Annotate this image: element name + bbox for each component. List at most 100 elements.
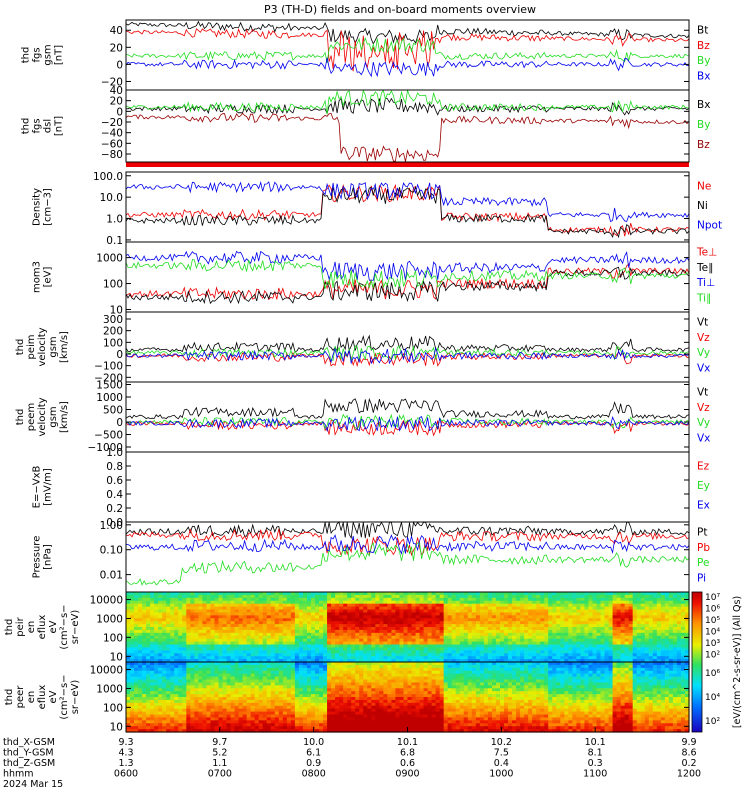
spectrogram-cell bbox=[391, 644, 397, 649]
spectrogram-cell bbox=[596, 641, 602, 646]
spectrogram-cell bbox=[258, 682, 264, 686]
spectrogram-cell bbox=[459, 615, 465, 619]
spectrogram-cell bbox=[142, 644, 147, 649]
spectrogram-cell bbox=[572, 653, 577, 657]
spectrogram-cell bbox=[226, 647, 232, 651]
spectrogram-cell bbox=[218, 603, 224, 608]
spectrogram-cell bbox=[335, 627, 340, 631]
spectrogram-cell bbox=[290, 594, 296, 599]
spectrogram-cell bbox=[138, 603, 143, 608]
spectrogram-cell bbox=[584, 597, 590, 602]
spectrogram-cell bbox=[339, 627, 344, 631]
spectrogram-cell bbox=[286, 685, 292, 689]
spectrogram-cell bbox=[138, 714, 143, 719]
spectrogram-cell bbox=[218, 597, 224, 602]
spectrogram-cell bbox=[568, 653, 573, 657]
spectrogram-cell bbox=[331, 694, 336, 698]
spectrogram-cell bbox=[664, 656, 670, 660]
y-tick-label: 1000 bbox=[96, 613, 123, 625]
spectrogram-cell bbox=[126, 615, 131, 619]
spectrogram-cell bbox=[170, 720, 175, 724]
spectrogram-cell bbox=[254, 711, 260, 716]
panel-frame bbox=[125, 381, 690, 453]
spectrogram-cell bbox=[126, 726, 131, 730]
spectrogram-cell bbox=[684, 638, 690, 643]
spectrogram-cell bbox=[664, 659, 670, 663]
spectrogram-cell bbox=[327, 612, 332, 616]
spectrogram-cell bbox=[556, 644, 561, 649]
spectrogram-cell bbox=[620, 594, 626, 599]
spectrogram-cell bbox=[664, 597, 670, 602]
spectrogram-cell bbox=[620, 603, 626, 608]
spectrogram-cell bbox=[568, 600, 573, 605]
spectrogram-cell bbox=[278, 653, 284, 657]
spectrogram-cell bbox=[174, 592, 179, 596]
spectrogram-cell bbox=[274, 650, 280, 654]
spectrogram-cell bbox=[130, 705, 135, 710]
spectrogram-cell bbox=[524, 659, 529, 663]
spectrogram-cell bbox=[616, 600, 622, 605]
y-axis-label: [km/s] bbox=[59, 401, 70, 433]
spectrogram-cell bbox=[491, 603, 497, 608]
spectrogram-cell bbox=[479, 653, 485, 657]
spectrogram-cell bbox=[351, 638, 356, 643]
spectrogram-cell bbox=[560, 647, 565, 651]
spectrogram-cell bbox=[278, 711, 284, 716]
spectrogram-cell bbox=[600, 624, 606, 628]
spectrogram-cell bbox=[242, 691, 248, 695]
spectrogram-cell bbox=[158, 694, 163, 698]
spectrogram-cell bbox=[684, 592, 690, 596]
spectrogram-cell bbox=[254, 720, 260, 724]
spectrogram-cell bbox=[516, 650, 521, 654]
spectrogram-cell bbox=[126, 603, 131, 608]
spectrogram-cell bbox=[648, 656, 654, 660]
spectrogram-cell bbox=[544, 653, 549, 657]
spectrogram-cell bbox=[668, 632, 674, 637]
spectrogram-cell bbox=[439, 629, 445, 634]
spectrogram-cell bbox=[146, 714, 151, 719]
spectrogram-cell bbox=[479, 615, 485, 619]
spectrogram-cell bbox=[262, 694, 268, 698]
spectrogram-cell bbox=[230, 673, 236, 678]
spectrogram-cell bbox=[146, 682, 151, 686]
spectrogram-cell bbox=[186, 592, 191, 596]
spectrogram-cell bbox=[162, 615, 167, 619]
spectrogram-cell bbox=[186, 679, 191, 684]
spectrogram-cell bbox=[327, 600, 332, 605]
spectrogram-cell bbox=[335, 644, 340, 649]
spectrogram-cell bbox=[238, 667, 244, 672]
spectrogram-cell bbox=[170, 635, 175, 640]
spectrogram-cell bbox=[134, 629, 139, 634]
spectrogram-cell bbox=[206, 624, 212, 628]
spectrogram-cell bbox=[652, 594, 658, 599]
spectrogram-cell bbox=[162, 647, 167, 651]
spectrogram-cell bbox=[126, 653, 131, 657]
spectrogram-cell bbox=[306, 653, 312, 657]
spectrogram-cell bbox=[628, 635, 634, 640]
spectrogram-cell bbox=[560, 653, 565, 657]
spectrogram-cell bbox=[656, 597, 662, 602]
spectrogram-cell bbox=[258, 592, 264, 596]
spectrogram-cell bbox=[668, 592, 674, 596]
spectrogram-cell bbox=[218, 647, 224, 651]
spectrogram-cell bbox=[198, 638, 204, 643]
spectrogram-cell bbox=[282, 691, 288, 695]
spectrogram-cell bbox=[146, 694, 151, 698]
spectrogram-cell bbox=[624, 627, 630, 631]
spectrogram-cell bbox=[186, 708, 191, 713]
spectrogram-cell bbox=[130, 594, 135, 599]
spectrogram-cell bbox=[576, 618, 582, 622]
spectrogram-cell bbox=[347, 708, 352, 713]
spectrogram-cell bbox=[419, 609, 425, 614]
spectrogram-cell bbox=[528, 653, 533, 657]
spectrogram-cell bbox=[612, 638, 618, 643]
spectrogram-cell bbox=[363, 632, 368, 637]
spectrogram-cell bbox=[632, 624, 638, 628]
spectrogram-cell bbox=[250, 659, 256, 663]
spectrogram-cell bbox=[258, 629, 264, 634]
spectrogram-cell bbox=[351, 676, 356, 681]
spectrogram-cell bbox=[351, 729, 356, 733]
spectrogram-cell bbox=[648, 606, 654, 611]
spectrogram-cell bbox=[298, 729, 304, 733]
spectrogram-cell bbox=[467, 638, 473, 643]
